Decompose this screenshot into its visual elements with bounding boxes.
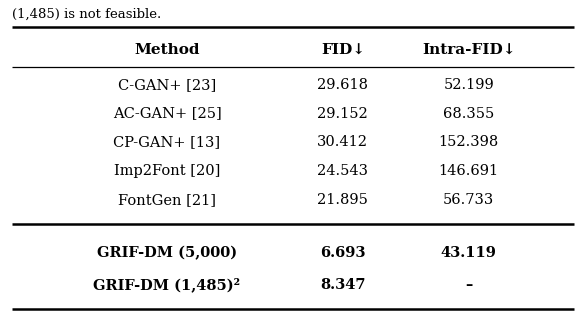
- Text: 8.347: 8.347: [320, 278, 366, 292]
- Text: Intra-FID↓: Intra-FID↓: [422, 43, 516, 57]
- Text: 6.693: 6.693: [320, 246, 366, 260]
- Text: 152.398: 152.398: [439, 135, 499, 149]
- Text: Method: Method: [134, 43, 200, 57]
- Text: 24.543: 24.543: [317, 164, 369, 178]
- Text: (1,485) is not feasible.: (1,485) is not feasible.: [12, 8, 161, 21]
- Text: 43.119: 43.119: [441, 246, 497, 260]
- Text: 68.355: 68.355: [443, 107, 495, 121]
- Text: GRIF-DM (1,485)²: GRIF-DM (1,485)²: [93, 277, 241, 292]
- Text: 29.618: 29.618: [317, 78, 369, 92]
- Text: FontGen [21]: FontGen [21]: [118, 193, 216, 207]
- Text: 21.895: 21.895: [318, 193, 368, 207]
- Text: 29.152: 29.152: [318, 107, 368, 121]
- Text: 56.733: 56.733: [443, 193, 495, 207]
- Text: GRIF-DM (5,000): GRIF-DM (5,000): [97, 246, 237, 260]
- Text: Imp2Font [20]: Imp2Font [20]: [114, 164, 220, 178]
- Text: 146.691: 146.691: [439, 164, 499, 178]
- Text: C-GAN+ [23]: C-GAN+ [23]: [118, 78, 216, 92]
- Text: 52.199: 52.199: [444, 78, 494, 92]
- Text: FID↓: FID↓: [321, 43, 365, 57]
- Text: 30.412: 30.412: [317, 135, 369, 149]
- Text: –: –: [465, 278, 472, 292]
- Text: AC-GAN+ [25]: AC-GAN+ [25]: [113, 107, 222, 121]
- Text: CP-GAN+ [13]: CP-GAN+ [13]: [114, 135, 220, 149]
